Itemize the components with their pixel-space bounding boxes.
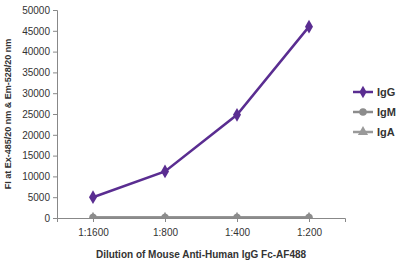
point: [88, 212, 98, 218]
y-tick-mark: [53, 218, 57, 219]
y-tick: 10000: [22, 171, 57, 182]
series-group: [88, 20, 314, 218]
x-tick-mark: [93, 218, 94, 222]
x-tick: 1:400: [225, 218, 250, 238]
y-tick: 15000: [22, 150, 57, 161]
y-tick: 5000: [28, 192, 57, 203]
y-tick-label: 10000: [22, 171, 50, 182]
y-tick-label: 30000: [22, 88, 50, 99]
y-tick-mark: [53, 135, 57, 136]
series-line: [93, 216, 309, 218]
y-tick-label: 5000: [28, 192, 51, 203]
x-tick-label: 1:200: [297, 227, 322, 238]
x-axis: 1:1600 1:800 1:400 1:200: [58, 218, 346, 238]
y-tick-label: 35000: [22, 67, 50, 78]
x-tick-mark: [237, 218, 238, 222]
x-tick: 1:1600: [78, 218, 109, 238]
y-tick: 50000: [22, 5, 57, 16]
point: [305, 214, 313, 218]
y-tick: 40000: [22, 46, 57, 57]
x-tick-label: 1:400: [225, 227, 250, 238]
point: [233, 108, 241, 122]
point: [161, 214, 169, 218]
x-axis-title: Dilution of Mouse Anti-Human IgG Fc-AF48…: [96, 249, 307, 260]
point: [233, 214, 241, 218]
legend-marker: [359, 86, 366, 98]
y-tick-mark: [53, 72, 57, 73]
y-tick-label: 15000: [22, 150, 50, 161]
y-tick-label: 40000: [22, 46, 50, 57]
y-tick: 35000: [22, 67, 57, 78]
point: [160, 212, 170, 218]
legend-label: IgM: [377, 106, 396, 118]
y-tick-mark: [53, 176, 57, 177]
y-tick: 25000: [22, 109, 57, 120]
series-line: [93, 216, 309, 218]
y-tick-label: 20000: [22, 130, 50, 141]
y-tick-mark: [53, 31, 57, 32]
y-tick-mark: [53, 52, 57, 53]
y-axis-title: FI at Ex-485/20 nm & Em-528/20 nm: [3, 39, 13, 190]
y-tick: 30000: [22, 88, 57, 99]
x-tick-mark: [309, 218, 310, 222]
point: [89, 190, 97, 204]
y-tick-mark: [53, 114, 57, 115]
y-tick-label: 0: [44, 213, 50, 224]
legend-label: IgG: [377, 86, 395, 98]
y-axis: 0 5000 10000 15000 20000 25000 30000 35000 40000…: [22, 5, 57, 224]
x-tick: 1:200: [297, 218, 322, 238]
x-tick-label: 1:1600: [78, 227, 109, 238]
point: [89, 214, 97, 218]
x-tick: 1:800: [153, 218, 178, 238]
y-tick-label: 50000: [22, 5, 50, 16]
legend-item: IgA: [353, 126, 395, 138]
x-tick-mark: [165, 218, 166, 222]
x-tick-label: 1:800: [153, 227, 178, 238]
y-axis-line: [53, 11, 58, 219]
y-tick-mark: [53, 10, 57, 11]
series-line: [93, 27, 309, 198]
y-tick-label: 25000: [22, 109, 50, 120]
legend: IgG IgM IgA: [353, 86, 396, 138]
y-tick-label: 45000: [22, 26, 50, 37]
point: [305, 20, 313, 34]
legend-marker: [359, 108, 367, 116]
legend-marker: [358, 126, 368, 135]
legend-item: IgM: [353, 106, 396, 118]
y-tick: 45000: [22, 26, 57, 37]
y-tick-mark: [53, 156, 57, 157]
chart: 0 5000 10000 15000 20000 25000 30000 35000 40000…: [0, 0, 400, 266]
x-axis-line: [58, 219, 346, 223]
plot: 0 5000 10000 15000 20000 25000 30000 35000 40000…: [22, 5, 345, 238]
y-tick-mark: [53, 93, 57, 94]
point: [161, 165, 169, 179]
y-tick: 0: [44, 213, 57, 224]
y-tick-mark: [53, 197, 57, 198]
y-tick: 20000: [22, 130, 57, 141]
legend-item: IgG: [353, 86, 395, 98]
point: [232, 212, 242, 218]
legend-label: IgA: [377, 126, 395, 138]
point: [304, 212, 314, 218]
